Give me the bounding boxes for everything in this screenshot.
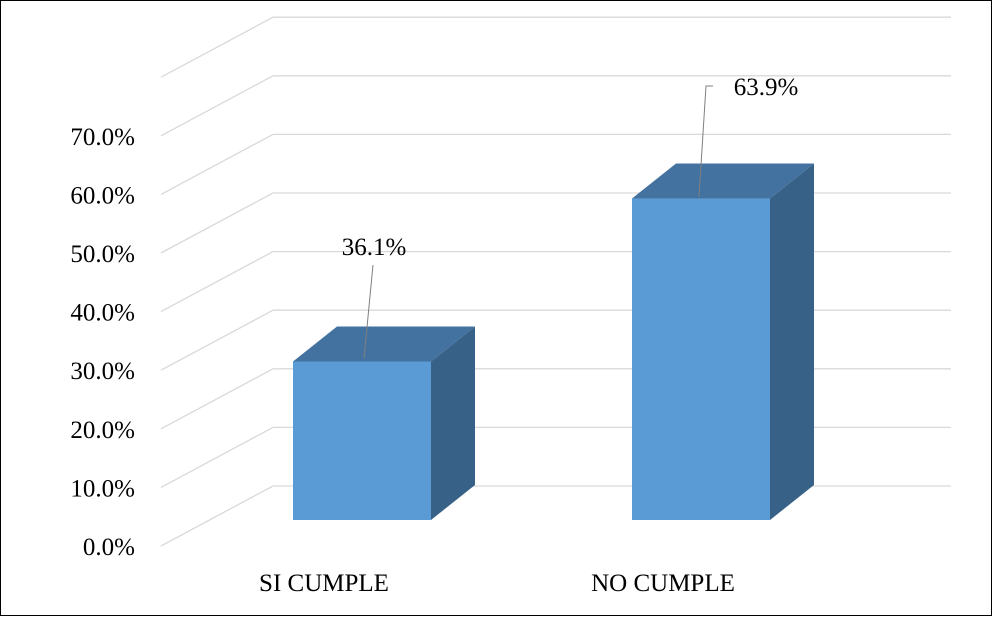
leader-line [363, 264, 374, 359]
bar-front-1 [632, 198, 770, 520]
data-label: 36.1% [342, 234, 407, 261]
gridline-diagonal [160, 133, 274, 195]
y-tick-label: 60.0% [70, 182, 135, 209]
gridline-diagonal [160, 426, 274, 488]
bar-side-0 [431, 326, 475, 520]
category-label: SI CUMPLE [259, 570, 389, 597]
data-labels: 36.1% 63.9% [342, 74, 799, 359]
y-axis-ticks: 0.0% 10.0% 20.0% 30.0% 40.0% 50.0% 60.0% 70.0% [70, 124, 135, 561]
data-label: 63.9% [734, 74, 799, 101]
gridline-diagonal [160, 309, 274, 371]
bar-top-1 [632, 163, 814, 199]
gridline-diagonal [160, 75, 274, 137]
gridline-diagonal [160, 192, 274, 254]
x-axis-categories: SI CUMPLE NO CUMPLE [259, 570, 735, 597]
y-tick-label: 50.0% [70, 241, 135, 268]
y-tick-label: 70.0% [70, 124, 135, 151]
y-tick-label: 30.0% [70, 358, 135, 385]
bar-top-0 [293, 326, 475, 362]
bar-front-0 [293, 361, 431, 520]
bars [293, 163, 814, 520]
gridline-diagonal [160, 16, 274, 78]
category-label: NO CUMPLE [591, 570, 735, 597]
gridline-diagonal [160, 368, 274, 430]
gridlines [160, 16, 951, 547]
y-tick-label: 0.0% [83, 534, 135, 561]
bar-side-1 [770, 163, 814, 520]
gridline-diagonal [160, 485, 274, 547]
y-tick-label: 40.0% [70, 300, 135, 327]
y-tick-label: 10.0% [70, 475, 135, 502]
gridline-diagonal [160, 251, 274, 313]
leader-line [698, 85, 713, 197]
y-tick-label: 20.0% [70, 417, 135, 444]
